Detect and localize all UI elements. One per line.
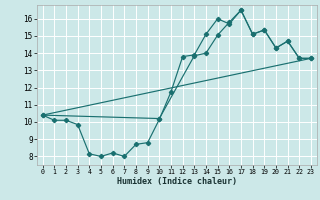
X-axis label: Humidex (Indice chaleur): Humidex (Indice chaleur) xyxy=(117,177,237,186)
